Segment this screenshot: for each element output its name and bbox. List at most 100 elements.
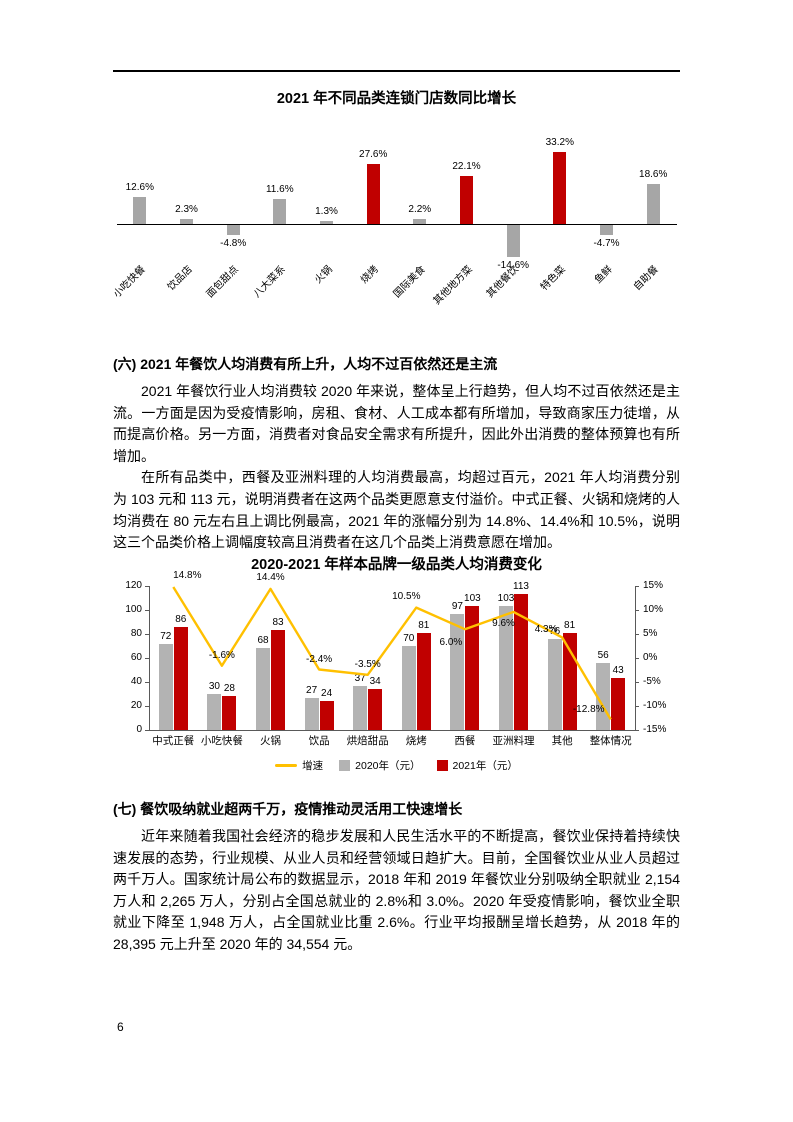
chart1-category-label: 八大菜系 — [251, 264, 288, 301]
chart2-bar — [465, 606, 480, 730]
chart1-title: 2021 年不同品类连锁门店数同比增长 — [276, 91, 517, 107]
section6-paragraph-2: 在所有品类中，西餐及亚洲料理的人均消费最高，均超过百元，2021 年人均消费分别… — [113, 469, 680, 551]
legend-line-swatch — [275, 764, 298, 767]
chart2-right-tick — [635, 658, 639, 659]
chart2-growth-label: 9.6% — [492, 617, 515, 629]
chart1-category-label: 小吃快餐 — [111, 264, 148, 301]
chart2-growth-label: 4.3% — [534, 624, 558, 636]
chart2-bar — [173, 626, 188, 730]
section-6: (六) 2021 年餐饮人均消费有所上升，人均不过百依然还是主流 2021 年餐… — [113, 354, 680, 554]
chart2-bar-value-label: 24 — [321, 688, 333, 700]
chart1-category-label: 鱼鲜 — [592, 264, 615, 286]
chart2-bar — [207, 694, 222, 730]
chart2-category-label: 火锅 — [260, 735, 281, 747]
chart2-bar-value-label: 103 — [464, 593, 481, 605]
chart1-bar-value-label: -4.7% — [593, 238, 620, 250]
chart1-bar-value-label: 2.2% — [408, 204, 432, 216]
chart2-left-tick — [145, 730, 149, 731]
chart2-bar-value-label: 37 — [354, 672, 366, 684]
chart2-bar-value-label: 68 — [257, 635, 269, 647]
chart2-plot: 0 20 40 60 80 100 120 15% 10% 5% 0% -5% -10% -15% 72 86… — [113, 570, 680, 754]
legend-label: 2020年（元） — [355, 760, 421, 772]
chart2-growth-label: 10.5% — [392, 590, 421, 602]
chart1-category-label: 烧烤 — [359, 264, 381, 286]
chart1-category-label: 面包甜点 — [204, 264, 241, 301]
chart2-bar — [353, 685, 368, 730]
chart2-title: 2020-2021 年样本品牌一级品类人均消费变化 — [251, 557, 542, 573]
chart1-bar — [273, 198, 287, 224]
chart1-bar — [600, 225, 613, 236]
chart2-left-tick-label: 40 — [130, 676, 142, 687]
chart2-bar — [416, 632, 431, 730]
chart2-right-tick-label: 0% — [643, 652, 658, 663]
chart2-bar — [222, 696, 237, 730]
chart2-bottom-axis-line — [149, 730, 635, 731]
chart1-bar — [646, 183, 660, 224]
chart2-right-tick-label: 10% — [643, 604, 664, 615]
chart1-category-label: 国际美食 — [391, 264, 428, 301]
chart2-growth-label: -2.4% — [306, 653, 333, 665]
chart2-right-tick — [635, 634, 639, 635]
chart1-category-label: 特色菜 — [538, 264, 568, 293]
chart2-left-tick — [145, 586, 149, 587]
chart2-legend: 增速 2020年（元） 2021年（元） — [113, 758, 680, 773]
chart2-growth-label: -3.5% — [354, 658, 381, 670]
chart2-right-tick — [635, 706, 639, 707]
chart2-bar — [401, 646, 416, 730]
chart2-left-tick — [145, 610, 149, 611]
chart2-category-label: 其他 — [551, 735, 573, 747]
chart1-bar-value-label: 18.6% — [639, 168, 668, 180]
chart2-growth-label: 6.0% — [439, 637, 463, 649]
chart2-growth-label: 14.8% — [173, 570, 202, 581]
chart2-bar-value-label: 72 — [160, 630, 172, 642]
chart2-bar-value-label: 97 — [451, 600, 463, 612]
legend-square-swatch — [436, 760, 448, 771]
section-7: (七) 餐饮吸纳就业超两千万，疫情推动灵活用工快速增长 近年来随着我国社会经济的… — [113, 799, 680, 956]
chart2-left-axis-line — [149, 586, 150, 730]
chart2-right-tick-label: 5% — [643, 628, 658, 639]
chart2-right-tick — [635, 682, 639, 683]
chart2-bar — [319, 701, 334, 730]
chart2-bar — [304, 697, 319, 730]
chart1-bar — [133, 196, 147, 224]
chart2-bar-value-label: 103 — [497, 593, 515, 605]
legend-item: 2021年（元） — [436, 758, 518, 773]
chart1-bar — [506, 225, 520, 257]
chart1-bar-value-label: 22.1% — [452, 161, 481, 172]
chart2-left-tick-label: 0 — [136, 724, 142, 735]
chart2-bar — [514, 594, 528, 730]
chart1-bar — [413, 219, 427, 224]
legend-item: 2020年（元） — [339, 758, 421, 773]
chart2-bar-value-label: 83 — [272, 617, 284, 629]
chart2-bar — [256, 648, 270, 730]
chart2-bar-value-label: 56 — [597, 649, 609, 661]
chart1-category-label: 其他地方菜 — [431, 264, 475, 308]
chart2-right-tick-label: 15% — [643, 580, 664, 591]
chart2-bar-value-label: 70 — [403, 633, 415, 644]
chart1-bar-value-label: 11.6% — [265, 183, 294, 195]
chart2-left-tick-label: 20 — [130, 700, 142, 711]
chart2-right-tick — [635, 586, 639, 587]
chart1-bar-value-label: -14.6% — [497, 259, 530, 271]
chart2-plot-area: 0 20 40 60 80 100 120 15% 10% 5% 0% -5% -10% -15% 72 86… — [125, 570, 666, 747]
page-number: 6 — [117, 1020, 124, 1034]
chart1-bar-value-label: 33.2% — [545, 137, 574, 148]
chart2-bar-value-label: 34 — [369, 676, 381, 688]
chart2-bar-value-label: 43 — [612, 665, 624, 677]
chart2-bar-value-label: 30 — [208, 681, 220, 692]
chart2-right-tick-label: -10% — [643, 700, 667, 711]
chart1-bar — [553, 152, 567, 224]
chart2-growth-label: -12.8% — [572, 704, 605, 716]
chart2-left-tick — [145, 658, 149, 659]
section6-paragraph-1: 2021 年餐饮行业人均消费较 2020 年来说，整体呈上行趋势，但人均不过百依… — [113, 383, 680, 464]
chart2-right-tick — [635, 730, 639, 731]
chart2-bar — [611, 678, 626, 730]
chart2-left-tick — [145, 634, 149, 635]
chart2-bar — [547, 638, 562, 730]
header-rule — [113, 70, 680, 72]
chart2-category-label: 烘焙甜品 — [346, 735, 389, 747]
chart2-bar — [499, 606, 513, 730]
chart2-left-tick — [145, 706, 149, 707]
chart2-category-label: 西餐 — [454, 735, 476, 747]
